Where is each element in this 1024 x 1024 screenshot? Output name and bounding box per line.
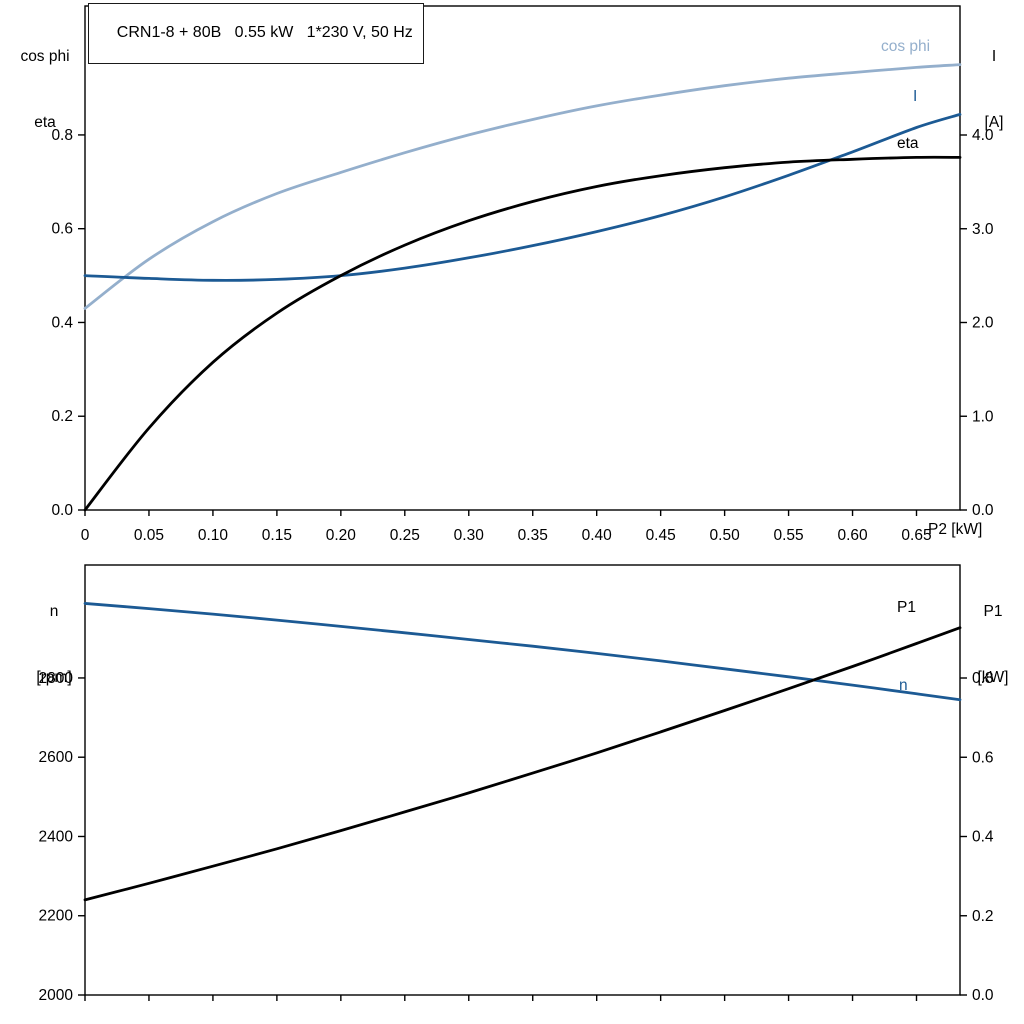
cos-phi-curve-label: cos phi: [881, 38, 931, 55]
x-tick-label: 0.65: [901, 527, 931, 544]
plot-frame-0: [84, 5, 961, 511]
right-tick-label: 1.0: [972, 408, 994, 425]
left-tick-label: 2200: [39, 908, 74, 925]
left-tick-label: 2800: [39, 670, 74, 687]
x-tick-label: 0.60: [837, 527, 868, 544]
right-tick-label: 0.0: [972, 502, 994, 519]
right-tick-label: 0.6: [972, 749, 994, 766]
right-tick-label: 0.2: [972, 908, 994, 925]
speed-axis-unit: [rpm]: [36, 669, 72, 686]
plot-frame-1: [84, 564, 961, 996]
right-tick-label: 2.0: [972, 315, 994, 332]
x-tick-label: 0: [81, 527, 90, 544]
right-tick-label: 0.8: [972, 670, 994, 687]
eta-axis-label: eta: [34, 114, 56, 131]
x-tick-label: 0.25: [390, 527, 420, 544]
series-curve-p1: [83, 626, 962, 902]
right-tick-label: 3.0: [972, 221, 994, 238]
x-axis-label: P2 [kW]: [928, 521, 983, 538]
x-tick-label: 0.55: [773, 527, 803, 544]
eta-curve-label: eta: [897, 135, 919, 152]
x-tick-label: 0.35: [518, 527, 548, 544]
right-tick-label: 4.0: [972, 127, 994, 144]
n-curve-label: n: [899, 677, 908, 694]
left-tick-label: 2400: [39, 828, 74, 845]
bottom-right-axis-label: P1 [kW]: [964, 557, 1022, 733]
top-left-axis-label: cos phi eta: [4, 2, 86, 178]
series-curve-eta: [83, 155, 962, 512]
left-tick-label: 0.2: [51, 408, 73, 425]
left-tick-label: 0.0: [51, 502, 73, 519]
bottom-left-axis-label: n [rpm]: [18, 557, 90, 733]
chart-title-box: CRN1-8 + 80B 0.55 kW 1*230 V, 50 Hz: [88, 3, 424, 64]
x-tick-label: 0.50: [710, 527, 741, 544]
current-axis-label: I: [991, 48, 997, 65]
x-tick-label: 0.30: [454, 527, 485, 544]
current-curve-label: I: [913, 88, 918, 105]
left-tick-label: 0.6: [51, 221, 73, 238]
series-curve-i: [83, 113, 962, 282]
p1-curve-label: P1: [897, 599, 916, 616]
power-axis-unit: [kW]: [977, 669, 1009, 686]
left-tick-label: 0.4: [51, 314, 73, 331]
top-right-axis-label: I [A]: [966, 2, 1022, 178]
chart-title: CRN1-8 + 80B 0.55 kW 1*230 V, 50 Hz: [116, 24, 413, 41]
power-axis-label: P1: [983, 603, 1003, 620]
right-tick-label: 0.4: [972, 829, 994, 846]
x-tick-label: 0.15: [262, 527, 292, 544]
right-tick-label: 0.0: [972, 987, 994, 1004]
left-tick-label: 2600: [39, 749, 74, 766]
speed-axis-label: n: [49, 603, 59, 620]
series-curve-cos-phi: [83, 63, 962, 310]
x-tick-label: 0.45: [646, 527, 676, 544]
cos-phi-axis-label: cos phi: [20, 48, 70, 65]
x-tick-label: 0.05: [134, 527, 164, 544]
x-tick-label: 0.10: [198, 527, 229, 544]
left-tick-label: 2000: [39, 987, 74, 1004]
current-axis-unit: [A]: [984, 114, 1004, 131]
left-tick-label: 0.8: [51, 127, 73, 144]
series-curve-n: [83, 602, 962, 702]
x-tick-label: 0.20: [326, 527, 357, 544]
x-tick-label: 0.40: [582, 527, 613, 544]
